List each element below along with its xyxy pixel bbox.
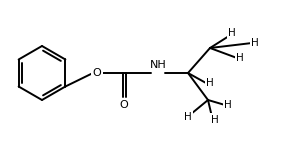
Text: H: H bbox=[211, 115, 219, 125]
Text: O: O bbox=[93, 68, 101, 78]
Text: H: H bbox=[236, 53, 244, 63]
Text: H: H bbox=[251, 38, 259, 48]
Text: NH: NH bbox=[150, 60, 166, 70]
Text: H: H bbox=[224, 100, 232, 110]
Text: H: H bbox=[228, 28, 236, 38]
Text: O: O bbox=[120, 100, 128, 110]
Text: H: H bbox=[206, 78, 214, 88]
Text: H: H bbox=[184, 112, 192, 122]
